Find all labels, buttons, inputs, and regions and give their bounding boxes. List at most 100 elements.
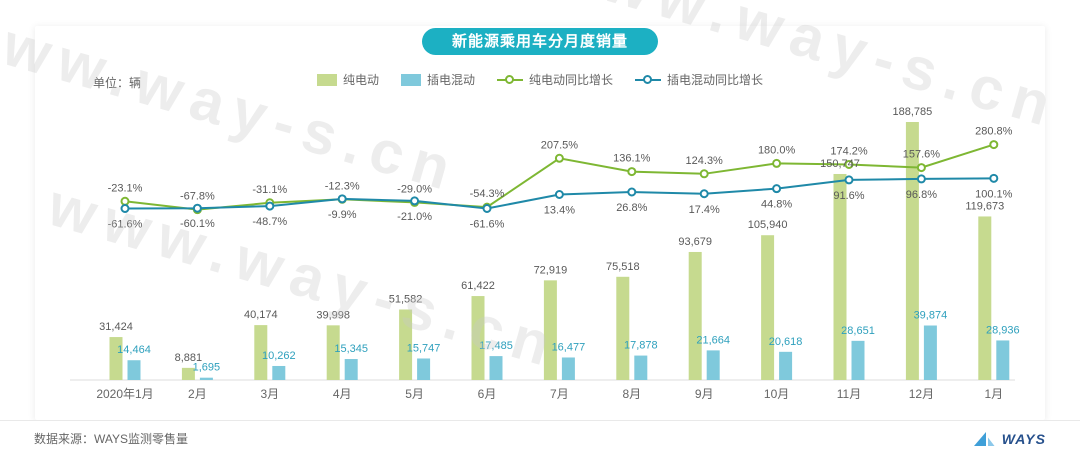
bev-growth-point	[844, 159, 854, 169]
ways-logo: WAYS	[973, 431, 1046, 447]
bev-bar	[616, 276, 630, 380]
phev-bar-label: 28,936	[986, 324, 1020, 336]
bev-growth-label: -23.1%	[108, 182, 143, 194]
bev-growth-label: 280.8%	[975, 126, 1013, 138]
legend-item-3[interactable]: 纯电动同比增长	[497, 71, 613, 88]
phev-bar	[199, 377, 213, 380]
phev-growth-label: -48.7%	[252, 216, 287, 228]
x-axis-label: 6月	[478, 387, 497, 401]
legend-label: 纯电动	[342, 73, 379, 87]
phev-growth-point	[772, 184, 782, 194]
x-axis-label: 2020年1月	[96, 387, 153, 401]
phev-bar-label: 16,477	[552, 341, 586, 353]
bev-growth-label: 124.3%	[686, 155, 724, 167]
bev-bar	[109, 337, 123, 380]
phev-bar	[634, 355, 648, 380]
bev-bar	[254, 325, 268, 380]
legend-line-swatch	[635, 74, 662, 86]
phev-bar	[127, 360, 141, 380]
bev-bar	[833, 173, 847, 380]
phev-bar-label: 15,747	[407, 342, 441, 354]
bev-growth-label: 136.1%	[613, 153, 651, 165]
bev-bar-label: 40,174	[244, 309, 278, 321]
legend-item-4[interactable]: 插电混动同比增长	[635, 71, 763, 88]
bev-bar-label: 119,673	[965, 200, 1004, 212]
phev-bar	[851, 340, 865, 380]
phev-bar-label: 1,695	[193, 362, 221, 374]
x-axis-label: 1月	[984, 387, 1003, 401]
phev-growth-point	[916, 174, 926, 184]
bev-bar-label: 150,747	[820, 158, 860, 170]
bev-bar	[688, 251, 702, 380]
phev-growth-point	[337, 194, 347, 204]
unit-label: 单位：辆	[93, 76, 142, 90]
ways-logo-icon	[973, 431, 995, 446]
bev-growth-point	[627, 167, 637, 177]
bev-bar	[181, 367, 195, 380]
bev-growth-label: 174.2%	[830, 145, 868, 157]
phev-growth-label: -61.6%	[470, 218, 505, 230]
bev-bar	[761, 235, 775, 380]
bev-growth-point	[772, 158, 782, 168]
legend-line-swatch	[497, 74, 523, 86]
x-axis-label: 12月	[909, 387, 934, 401]
phev-bar	[344, 359, 358, 380]
bev-bar-label: 75,518	[606, 261, 640, 273]
phev-bar	[923, 325, 937, 380]
bev-bar	[471, 296, 485, 380]
phev-growth-label: -61.6%	[108, 218, 143, 230]
bev-bar-label: 105,940	[748, 219, 788, 231]
bev-bar	[543, 280, 557, 380]
legend-bar-swatch	[316, 73, 337, 86]
phev-bar-label: 20,618	[769, 336, 803, 348]
x-axis-label: 5月	[405, 387, 424, 401]
bev-bar	[326, 325, 340, 380]
phev-bar	[706, 350, 720, 380]
bev-growth-label: 180.0%	[758, 144, 796, 156]
bev-growth-label: -67.8%	[180, 191, 215, 203]
bev-growth-label: -29.0%	[397, 183, 432, 195]
phev-growth-point	[482, 203, 492, 213]
legend-bar-swatch	[400, 73, 421, 86]
phev-growth-label: 44.8%	[761, 199, 792, 211]
footer: 数据来源：WAYS监测零售量 WAYS	[0, 420, 1080, 456]
bev-growth-point	[699, 169, 709, 179]
bev-growth-point	[916, 163, 926, 173]
phev-bar-label: 17,485	[479, 340, 513, 352]
phev-bar	[272, 365, 286, 380]
phev-bar-label: 10,262	[262, 350, 296, 362]
x-axis-label: 3月	[260, 387, 279, 401]
bev-growth-point	[989, 140, 999, 150]
x-axis-label: 2月	[188, 387, 207, 401]
phev-bar-label: 21,664	[696, 334, 730, 346]
phev-growth-label: 91.6%	[833, 190, 864, 202]
bev-growth-point	[554, 153, 564, 163]
x-axis-label: 7月	[550, 387, 569, 401]
phev-growth-label: 13.4%	[544, 204, 575, 216]
x-axis-label: 9月	[695, 387, 714, 401]
phev-growth-point	[699, 189, 709, 199]
bev-growth-label: -12.3%	[325, 180, 360, 192]
bev-growth-label: 157.6%	[903, 149, 941, 161]
bev-bar	[978, 216, 992, 380]
phev-growth-label: 96.8%	[906, 189, 937, 201]
x-axis-label: 4月	[333, 387, 352, 401]
bev-bar	[399, 309, 413, 380]
x-axis-label: 10月	[764, 387, 789, 401]
phev-bar	[561, 357, 575, 380]
phev-growth-point	[989, 173, 999, 183]
phev-growth-point	[410, 196, 420, 206]
phev-growth-label: 26.8%	[616, 202, 647, 214]
phev-growth-point	[554, 189, 564, 199]
bev-bar-label: 8,881	[175, 352, 203, 364]
phev-growth-label: -21.0%	[397, 211, 432, 223]
legend-item-2[interactable]: 插电混动	[400, 71, 475, 88]
phev-bar-label: 15,345	[334, 343, 368, 355]
phev-growth-label: -60.1%	[180, 218, 215, 230]
legend-label: 纯电动同比增长	[529, 73, 614, 87]
legend: 纯电动 插电混动 纯电动同比增长 插电混动同比增长	[35, 71, 1045, 88]
bev-growth-label: -31.1%	[252, 184, 287, 196]
bev-bar-label: 31,424	[99, 321, 133, 333]
bev-bar-label: 93,679	[678, 236, 712, 248]
legend-item-1[interactable]: 纯电动	[316, 71, 379, 88]
